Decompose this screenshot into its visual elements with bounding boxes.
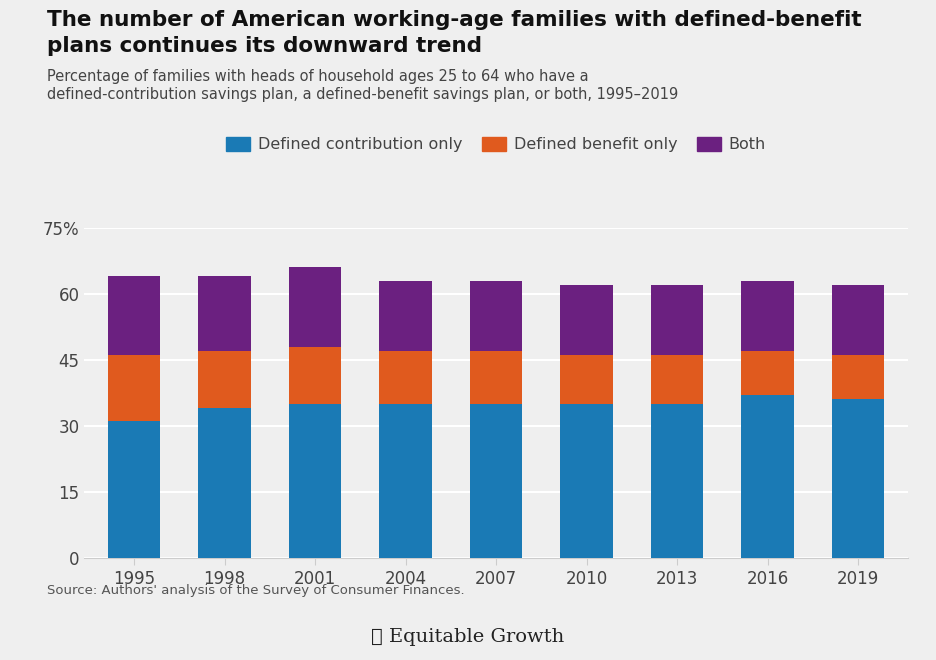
Text: The number of American working-age families with defined-benefit: The number of American working-age famil… (47, 10, 861, 30)
Bar (741, 280, 794, 351)
Bar (561, 404, 613, 558)
Bar (379, 351, 431, 404)
Bar (651, 404, 703, 558)
Bar (470, 404, 522, 558)
Text: Source: Authors' analysis of the Survey of Consumer Finances.: Source: Authors' analysis of the Survey … (47, 584, 464, 597)
Bar (198, 408, 251, 558)
Text: Percentage of families with heads of household ages 25 to 64 who have a
defined-: Percentage of families with heads of hou… (47, 69, 678, 102)
Bar (832, 355, 885, 399)
Bar (470, 351, 522, 404)
Bar (741, 395, 794, 558)
Text: ⚡ Equitable Growth: ⚡ Equitable Growth (372, 628, 564, 646)
Bar (832, 285, 885, 355)
Legend: Defined contribution only, Defined benefit only, Both: Defined contribution only, Defined benef… (227, 137, 766, 152)
Bar (198, 351, 251, 408)
Bar (108, 276, 160, 355)
Bar (651, 355, 703, 404)
Bar (561, 285, 613, 355)
Bar (289, 346, 342, 404)
Bar (832, 399, 885, 558)
Bar (108, 355, 160, 421)
Bar (470, 280, 522, 351)
Bar (198, 276, 251, 351)
Bar (289, 267, 342, 346)
Bar (561, 355, 613, 404)
Bar (289, 404, 342, 558)
Bar (379, 280, 431, 351)
Bar (741, 351, 794, 395)
Bar (651, 285, 703, 355)
Bar (108, 421, 160, 558)
Bar (379, 404, 431, 558)
Text: plans continues its downward trend: plans continues its downward trend (47, 36, 482, 56)
